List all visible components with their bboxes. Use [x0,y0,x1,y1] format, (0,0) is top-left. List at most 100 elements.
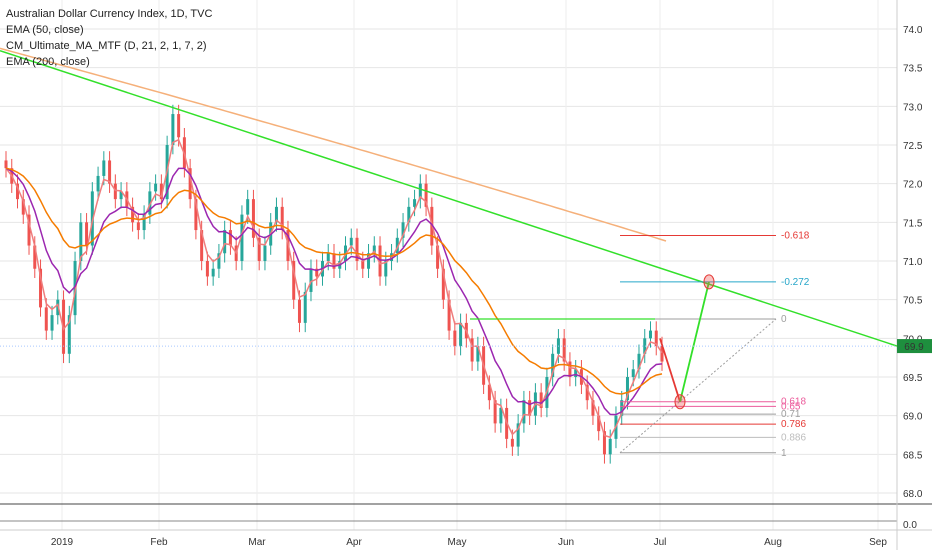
fib-level-label: 0 [781,314,787,325]
candle-body [246,199,250,215]
fib-level-label: 0.65 [781,401,801,412]
candle-body [384,261,388,277]
candle-body [407,206,411,223]
candle-body [608,438,612,455]
candle-body [50,315,54,331]
candle-body [228,230,232,246]
indicator-ema50: EMA (50, close) [6,24,84,36]
candle-body [177,114,181,138]
candle-body [79,222,83,261]
trendline[interactable] [0,49,898,347]
candle-body [372,245,376,254]
candle-body [171,114,175,145]
target-marker-low [674,394,686,410]
candle-body [648,330,652,339]
lower-pane-label: 0.0 [903,520,917,531]
candle-body [568,361,572,377]
candle-body [654,330,658,347]
candle-body [499,407,503,424]
candle-body [602,431,606,455]
candle-body [136,222,140,231]
candle-body [476,346,480,362]
candle-body [487,384,491,401]
candle-body [251,199,255,238]
y-tick-label: 72.5 [903,141,923,152]
candle-body [459,322,463,347]
candle-body [309,268,313,292]
candle-body [470,338,474,362]
projection-up [679,281,710,402]
target-marker-high [703,274,715,290]
y-tick-label: 71.0 [903,257,923,268]
candle-body [453,330,457,347]
candle-body [355,237,359,261]
ema50-line [5,167,663,395]
candle-body [21,199,25,215]
candle-body [119,191,123,200]
x-tick-label: Mar [248,537,266,548]
y-tick-label: 73.0 [903,102,923,113]
indicator-cm-ultimate-ma: CM_Ultimate_MA_MTF (D, 21, 2, 1, 7, 2) [6,40,207,52]
y-tick-label: 68.5 [903,450,923,461]
candle-body [539,392,543,408]
candle-body [631,369,635,377]
x-tick-label: 2019 [51,537,74,548]
candle-body [574,369,578,377]
x-tick-label: Jun [558,537,574,548]
last-price-label: 69.9 [904,342,924,353]
candle-body [551,353,555,377]
candle-body [223,230,227,254]
fib-level-label: 0.786 [781,419,806,430]
candle-body [27,214,31,246]
candle-body [188,168,192,200]
candle-body [361,261,365,269]
x-tick-label: Jul [654,537,667,548]
candle-body [620,400,624,416]
candle-body [274,206,278,223]
fib-level-label: -0.272 [781,277,810,288]
candle-body [154,183,158,192]
candle-body [205,261,209,277]
candle-body [643,338,647,354]
candle-body [637,353,641,370]
candle-body [424,183,428,207]
x-tick-label: May [448,537,467,548]
y-tick-label: 71.5 [903,218,923,229]
fib-level-label: 0.618 [781,397,806,408]
candle-body [436,245,440,269]
candle-body [349,237,353,246]
candle-body [413,199,417,207]
candle-body [418,183,422,200]
candle-body [597,415,601,432]
candle-body [292,261,296,300]
fib-level-label: -0.618 [781,230,810,241]
candle-body [326,253,330,261]
x-tick-label: Apr [346,537,362,548]
candle-body [447,299,451,331]
candle-body [33,245,37,269]
candle-body [591,400,595,416]
candle-body [401,222,405,238]
candle-body [625,377,629,401]
x-tick-label: Aug [764,537,782,548]
last-price-tag [897,339,932,354]
candle-body [131,206,135,223]
candle-body [493,400,497,424]
y-tick-label: 73.5 [903,64,923,75]
candle-body [585,384,589,401]
fib-level-label: 0.71 [781,409,801,420]
candle-body [263,245,267,261]
chart-title: Australian Dollar Currency Index, 1D, TV… [6,8,213,20]
candle-body [395,237,399,254]
candle-body [441,268,445,300]
candle-body [200,230,204,261]
candle-body [280,206,284,231]
indicator-ema200: EMA (200, close) [6,56,90,68]
candle-body [39,268,43,308]
candle-body [522,400,526,424]
candle-body [108,160,112,184]
candle-body [297,299,301,323]
candle-body [240,214,244,261]
